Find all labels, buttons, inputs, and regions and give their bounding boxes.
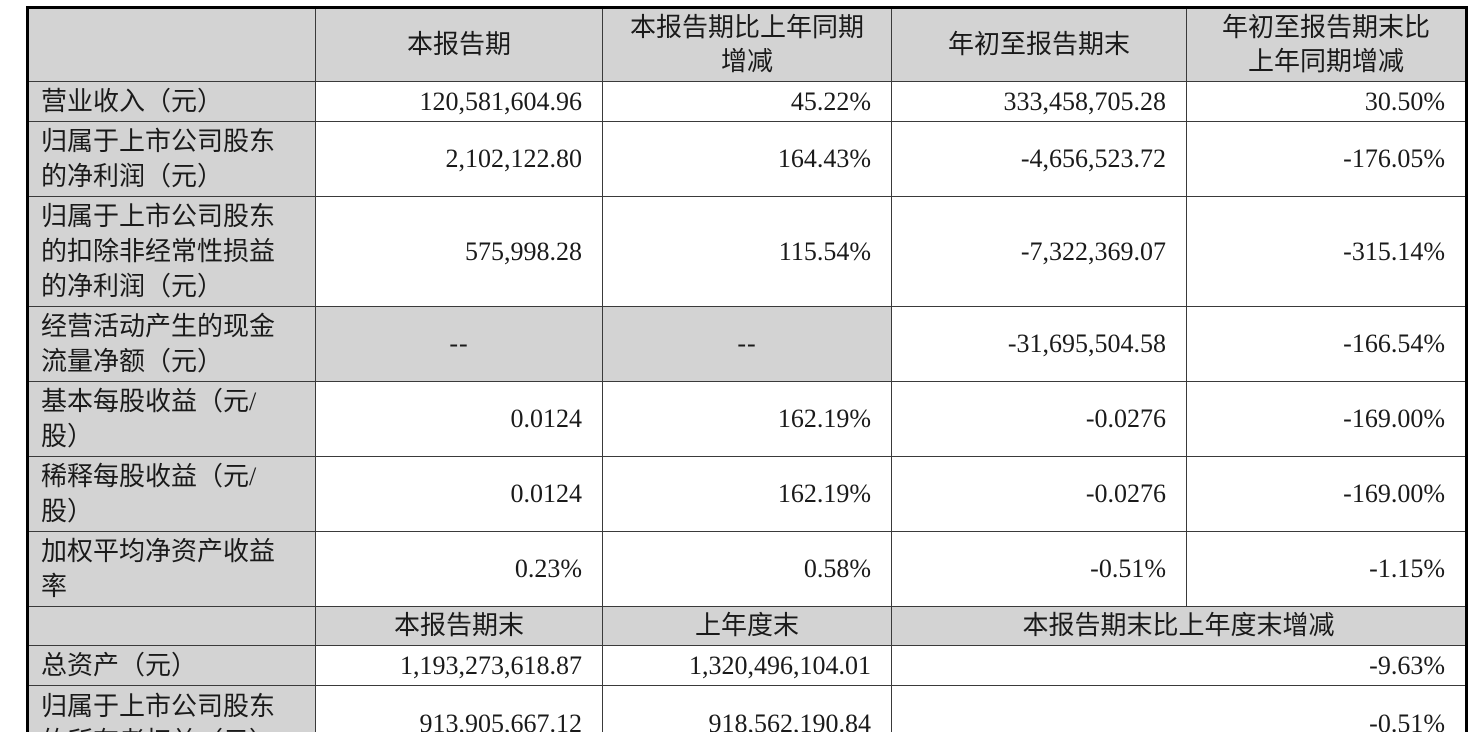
row-label: 营业收入（元） (27, 81, 316, 122)
financial-summary-table: 本报告期 本报告期比上年同期增减 年初至报告期末 年初至报告期末比上年同期增减 … (26, 6, 1468, 732)
column-header-yoy-change: 本报告期比上年同期增减 (602, 7, 892, 82)
metric-value: 575,998.28 (315, 196, 603, 307)
table-row-operating-cash-flow: 经营活动产生的现金流量净额（元） -- -- -31,695,504.58 -1… (27, 306, 1467, 382)
metric-value: 0.0124 (315, 381, 603, 457)
metric-value: 162.19% (602, 456, 892, 532)
metric-value: 1,193,273,618.87 (315, 645, 603, 686)
metric-value: -166.54% (1186, 306, 1467, 382)
header-row-period-end: 本报告期末 上年度末 本报告期末比上年度末增减 (27, 606, 1467, 646)
metric-value: -315.14% (1186, 196, 1467, 307)
row-label: 稀释每股收益（元/股） (27, 456, 316, 532)
row-label: 基本每股收益（元/股） (27, 381, 316, 457)
metric-value: -169.00% (1186, 456, 1467, 532)
table-row-net-profit-excl-nonrecurring: 归属于上市公司股东的扣除非经常性损益的净利润（元） 575,998.28 115… (27, 196, 1467, 307)
metric-value: -0.51% (891, 531, 1187, 607)
row-label: 归属于上市公司股东的扣除非经常性损益的净利润（元） (27, 196, 316, 307)
column-header-ytd: 年初至报告期末 (891, 7, 1187, 82)
metric-value: -1.15% (1186, 531, 1467, 607)
metric-value: 115.54% (602, 196, 892, 307)
row-label: 加权平均净资产收益率 (27, 531, 316, 607)
table-row-diluted-eps: 稀释每股收益（元/股） 0.0124 162.19% -0.0276 -169.… (27, 456, 1467, 532)
metric-value: 1,320,496,104.01 (602, 645, 892, 686)
table-row-revenue: 营业收入（元） 120,581,604.96 45.22% 333,458,70… (27, 81, 1467, 122)
metric-value: -176.05% (1186, 121, 1467, 197)
metric-value: 164.43% (602, 121, 892, 197)
metric-value: -169.00% (1186, 381, 1467, 457)
table-row-basic-eps: 基本每股收益（元/股） 0.0124 162.19% -0.0276 -169.… (27, 381, 1467, 457)
column-header-change-vs-prior-year-end: 本报告期末比上年度末增减 (891, 606, 1467, 646)
metric-value: 0.58% (602, 531, 892, 607)
row-label: 经营活动产生的现金流量净额（元） (27, 306, 316, 382)
metric-value: 162.19% (602, 381, 892, 457)
column-header-current-period: 本报告期 (315, 7, 603, 82)
not-applicable-cell: -- (602, 306, 892, 382)
row-label: 总资产（元） (27, 645, 316, 686)
table-row-total-assets: 总资产（元） 1,193,273,618.87 1,320,496,104.01… (27, 645, 1467, 686)
metric-value: -0.51% (891, 685, 1467, 732)
metric-value: 45.22% (602, 81, 892, 122)
column-header-period-end: 本报告期末 (315, 606, 603, 646)
row-label: 归属于上市公司股东的净利润（元） (27, 121, 316, 197)
metric-value: -7,322,369.07 (891, 196, 1187, 307)
metric-value: 913,905,667.12 (315, 685, 603, 732)
table-row-weighted-avg-roe: 加权平均净资产收益率 0.23% 0.58% -0.51% -1.15% (27, 531, 1467, 607)
not-applicable-cell: -- (315, 306, 603, 382)
metric-value: 0.0124 (315, 456, 603, 532)
metric-value: -0.0276 (891, 456, 1187, 532)
metric-value: -9.63% (891, 645, 1467, 686)
metric-value: 120,581,604.96 (315, 81, 603, 122)
header-blank-cell (27, 606, 316, 646)
metric-value: -4,656,523.72 (891, 121, 1187, 197)
metric-value: -0.0276 (891, 381, 1187, 457)
table-row-net-profit: 归属于上市公司股东的净利润（元） 2,102,122.80 164.43% -4… (27, 121, 1467, 197)
metric-value: 0.23% (315, 531, 603, 607)
header-row-period: 本报告期 本报告期比上年同期增减 年初至报告期末 年初至报告期末比上年同期增减 (27, 7, 1467, 82)
metric-value: 30.50% (1186, 81, 1467, 122)
metric-value: 918,562,190.84 (602, 685, 892, 732)
metric-value: 333,458,705.28 (891, 81, 1187, 122)
metric-value: 2,102,122.80 (315, 121, 603, 197)
row-label: 归属于上市公司股东的所有者权益（元） (27, 685, 316, 732)
metric-value: -31,695,504.58 (891, 306, 1187, 382)
table-row-equity-attributable: 归属于上市公司股东的所有者权益（元） 913,905,667.12 918,56… (27, 685, 1467, 732)
header-blank-cell (27, 7, 316, 82)
column-header-ytd-yoy-change: 年初至报告期末比上年同期增减 (1186, 7, 1467, 82)
column-header-prior-year-end: 上年度末 (602, 606, 892, 646)
